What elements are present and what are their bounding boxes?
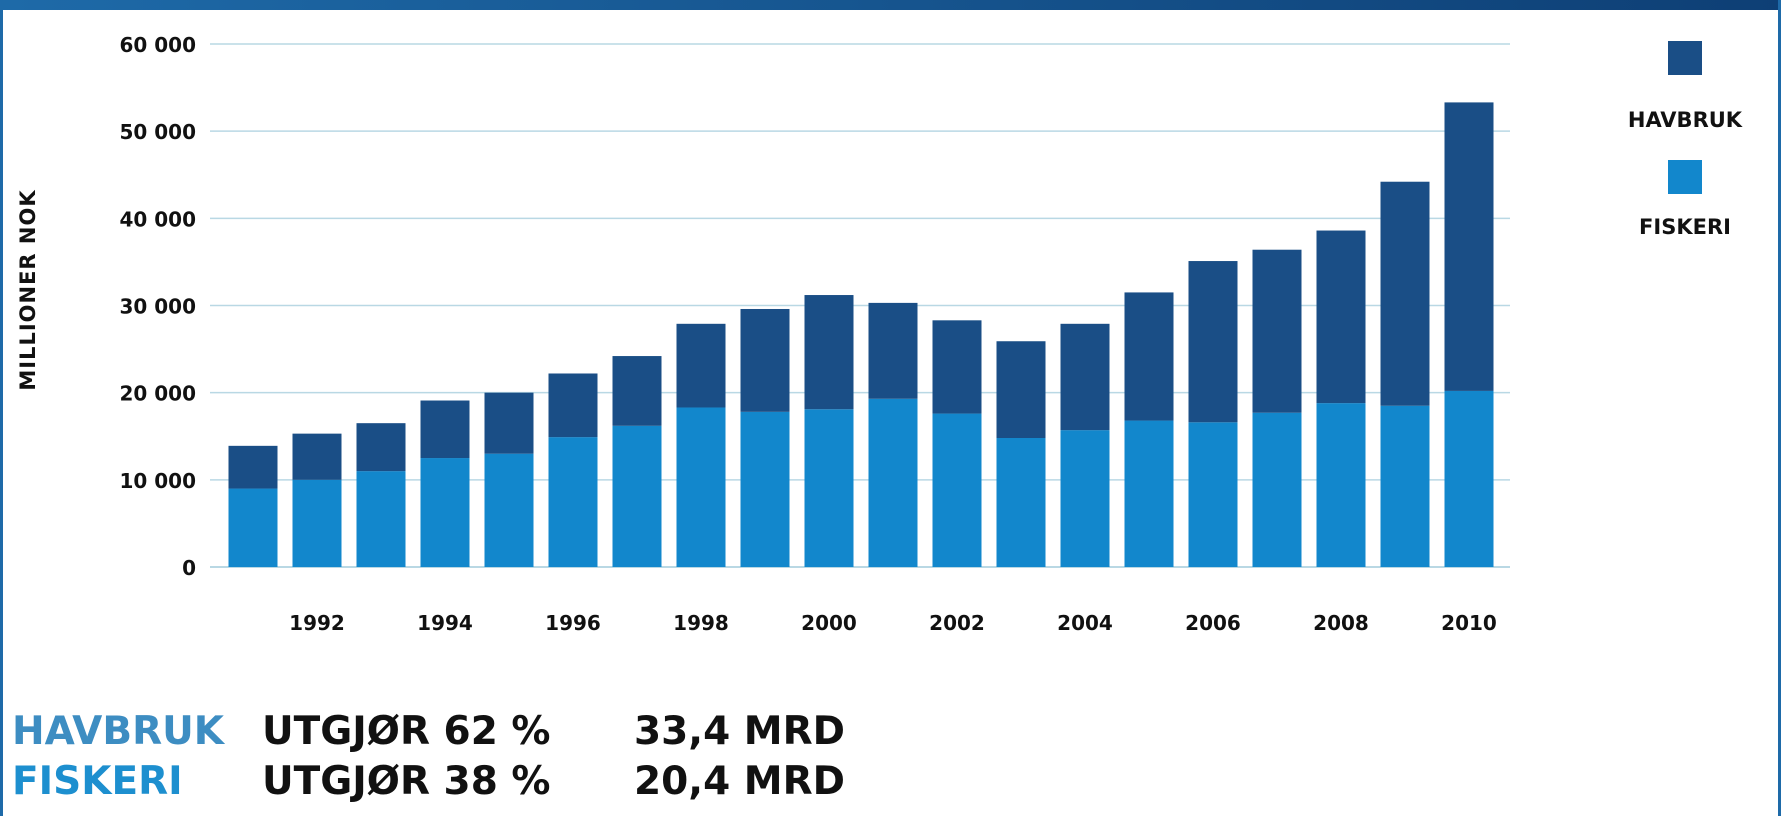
summary-share-havbruk: UTGJØR 62 % <box>262 709 551 754</box>
bar-havbruk <box>420 400 470 459</box>
bar-fiskeri <box>548 437 598 567</box>
summary-amount-fiskeri: 20,4 MRD <box>634 759 846 804</box>
y-axis-label: MILLIONER NOK <box>16 189 40 390</box>
legend: HAVBRUK FISKERI <box>1628 41 1743 239</box>
bar-havbruk <box>612 356 662 426</box>
bar-fiskeri <box>292 479 342 567</box>
bar-havbruk <box>356 423 406 472</box>
bar-fiskeri <box>356 471 406 567</box>
bar-havbruk <box>1380 181 1430 406</box>
bar-fiskeri <box>1060 430 1110 567</box>
x-tick-label: 2008 <box>1313 611 1369 635</box>
y-tick-label: 40 000 <box>119 207 196 231</box>
bar-havbruk <box>1188 261 1238 423</box>
bar-havbruk <box>484 392 534 454</box>
x-tick-label: 2004 <box>1057 611 1113 635</box>
stacked-bar-chart: 0 10 000 20 000 30 000 40 000 50 000 60 000 19… <box>16 33 1743 635</box>
legend-label-havbruk: HAVBRUK <box>1628 108 1743 132</box>
bar-fiskeri <box>932 413 982 567</box>
x-tick-label: 1992 <box>289 611 345 635</box>
bar-fiskeri <box>484 453 534 567</box>
x-tick-label: 2000 <box>801 611 857 635</box>
bar-havbruk <box>932 320 982 414</box>
bar-havbruk <box>292 433 342 480</box>
bar-fiskeri <box>420 458 470 567</box>
left-border <box>0 0 3 816</box>
bar-havbruk <box>1060 323 1110 431</box>
bar-havbruk <box>1316 230 1366 404</box>
legend-swatch-fiskeri <box>1668 160 1702 194</box>
bar-fiskeri <box>740 411 790 567</box>
bar-fiskeri <box>1380 405 1430 567</box>
bar-havbruk <box>1252 249 1302 413</box>
legend-swatch-havbruk <box>1668 41 1702 75</box>
x-tick-label: 2006 <box>1185 611 1241 635</box>
bar-havbruk <box>804 295 854 410</box>
bar-havbruk <box>228 445 278 489</box>
y-tick-label: 10 000 <box>119 469 196 493</box>
bar-havbruk <box>996 341 1046 438</box>
bar-fiskeri <box>1444 390 1494 567</box>
summary-share-fiskeri: UTGJØR 38 % <box>262 759 551 804</box>
bar-havbruk <box>1124 292 1174 421</box>
bar-havbruk <box>740 308 790 412</box>
y-axis-ticks: 0 10 000 20 000 30 000 40 000 50 000 60 000 <box>119 33 196 580</box>
summary-name-fiskeri: FISKERI <box>12 759 183 804</box>
bar-fiskeri <box>868 398 918 567</box>
y-tick-label: 20 000 <box>119 382 196 406</box>
bar-fiskeri <box>1188 422 1238 567</box>
bar-fiskeri <box>676 407 726 567</box>
bar-fiskeri <box>228 488 278 567</box>
y-tick-label: 0 <box>182 556 196 580</box>
bars <box>228 102 1494 567</box>
bar-fiskeri <box>996 437 1046 567</box>
bar-havbruk <box>548 373 598 438</box>
x-axis-ticks: 1992 1994 1996 1998 2000 2002 2004 2006 2008 2010 <box>289 611 1497 635</box>
top-border <box>0 0 1781 10</box>
summary-name-havbruk: HAVBRUK <box>12 709 225 754</box>
bar-fiskeri <box>1316 403 1366 567</box>
bar-fiskeri <box>1124 420 1174 567</box>
x-tick-label: 2002 <box>929 611 985 635</box>
right-border <box>1778 0 1781 816</box>
legend-label-fiskeri: FISKERI <box>1639 215 1731 239</box>
summary-amount-havbruk: 33,4 MRD <box>634 709 846 754</box>
bar-havbruk <box>676 323 726 408</box>
bar-fiskeri <box>804 409 854 567</box>
x-tick-label: 1998 <box>673 611 729 635</box>
bar-fiskeri <box>1252 412 1302 567</box>
y-tick-label: 30 000 <box>119 295 196 319</box>
bar-havbruk <box>1444 102 1494 391</box>
x-tick-label: 1996 <box>545 611 601 635</box>
bar-havbruk <box>868 302 918 399</box>
y-tick-label: 60 000 <box>119 33 196 57</box>
x-tick-label: 2010 <box>1441 611 1497 635</box>
y-tick-label: 50 000 <box>119 120 196 144</box>
x-tick-label: 1994 <box>417 611 473 635</box>
bar-fiskeri <box>612 425 662 567</box>
